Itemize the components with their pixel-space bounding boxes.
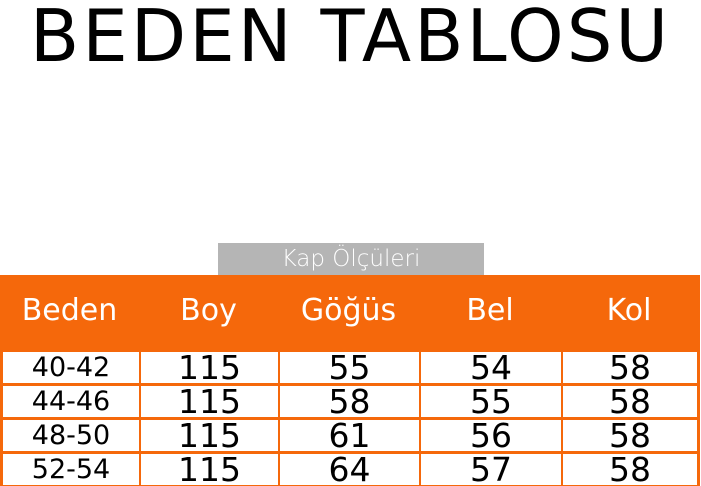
table-row: 48-50 115 61 56 58 bbox=[3, 420, 697, 451]
table-cell: 57 bbox=[421, 454, 561, 485]
column-header: Kol bbox=[606, 293, 652, 328]
column-header: Beden bbox=[21, 293, 118, 328]
column-header: Bel bbox=[466, 293, 514, 328]
table-cell: 48-50 bbox=[3, 420, 139, 451]
table-cell: 52-54 bbox=[3, 454, 139, 485]
table-cell: 115 bbox=[141, 454, 278, 485]
size-table: Beden Boy Göğüs Bel Kol 40-42 115 55 54 58 44-46 1… bbox=[0, 275, 700, 486]
table-cell: 58 bbox=[563, 454, 697, 485]
table-cell: 58 bbox=[563, 352, 697, 383]
table-cell: 54 bbox=[421, 352, 561, 383]
page-title: BEDEN TABLOSU bbox=[29, 0, 672, 78]
table-cell: 64 bbox=[280, 454, 419, 485]
table-cell: 56 bbox=[421, 420, 561, 451]
table-cell: 58 bbox=[563, 420, 697, 451]
table-cell: 115 bbox=[141, 420, 278, 451]
table-row: 44-46 115 58 55 58 bbox=[3, 386, 697, 417]
table-cell: 55 bbox=[421, 386, 561, 417]
table-cell: 40-42 bbox=[3, 352, 139, 383]
table-cell: 115 bbox=[141, 386, 278, 417]
table-cell: 55 bbox=[280, 352, 419, 383]
column-header: Göğüs bbox=[300, 293, 397, 328]
table-cell: 58 bbox=[280, 386, 419, 417]
table-row: 52-54 115 64 57 58 bbox=[3, 454, 697, 485]
table-caption: Kap Ölçüleri bbox=[218, 243, 484, 275]
table-cell: 115 bbox=[141, 352, 278, 383]
table-cell: 44-46 bbox=[3, 386, 139, 417]
column-header: Boy bbox=[180, 293, 237, 328]
table-cell: 61 bbox=[280, 420, 419, 451]
table-cell: 58 bbox=[563, 386, 697, 417]
table-row: 40-42 115 55 54 58 bbox=[3, 352, 697, 383]
table-header-row: Beden Boy Göğüs Bel Kol bbox=[0, 275, 700, 350]
